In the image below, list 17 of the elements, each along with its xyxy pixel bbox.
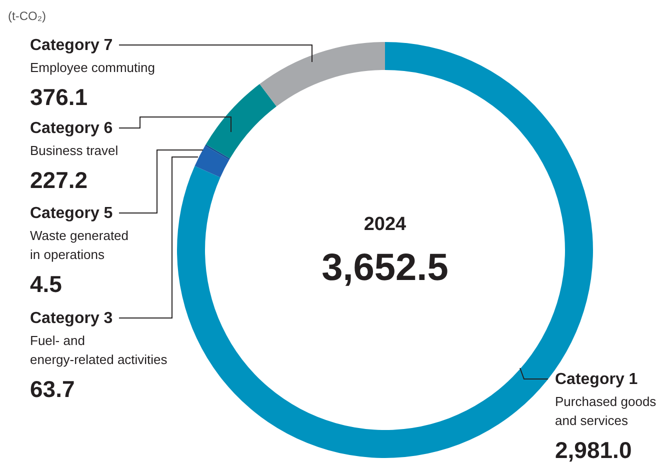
donut-slice	[206, 84, 276, 159]
text: (t-CO₂)	[8, 9, 46, 23]
donut-slice	[194, 146, 230, 178]
text: 3,652.5	[322, 247, 448, 289]
slice-label: Category 5 Waste generated in operations	[30, 205, 129, 262]
data-label: 4.5	[30, 271, 62, 297]
text: 2024	[364, 214, 407, 235]
donut-slice	[260, 42, 385, 106]
slice-label: Category 3 Fuel- and energy-related activities	[30, 310, 168, 367]
data-label: 376.1	[30, 84, 88, 110]
data-label: 227.2	[30, 167, 88, 193]
donut-slice	[205, 144, 230, 160]
slice-label: Category 7 Employee commuting	[30, 37, 155, 75]
slice-label: Category 6 Business travel	[30, 120, 118, 158]
slice-label: Category 1 Purchased goods and services	[555, 371, 657, 428]
data-label: 2,981.0	[555, 437, 632, 463]
data-label: 63.7	[30, 376, 75, 402]
